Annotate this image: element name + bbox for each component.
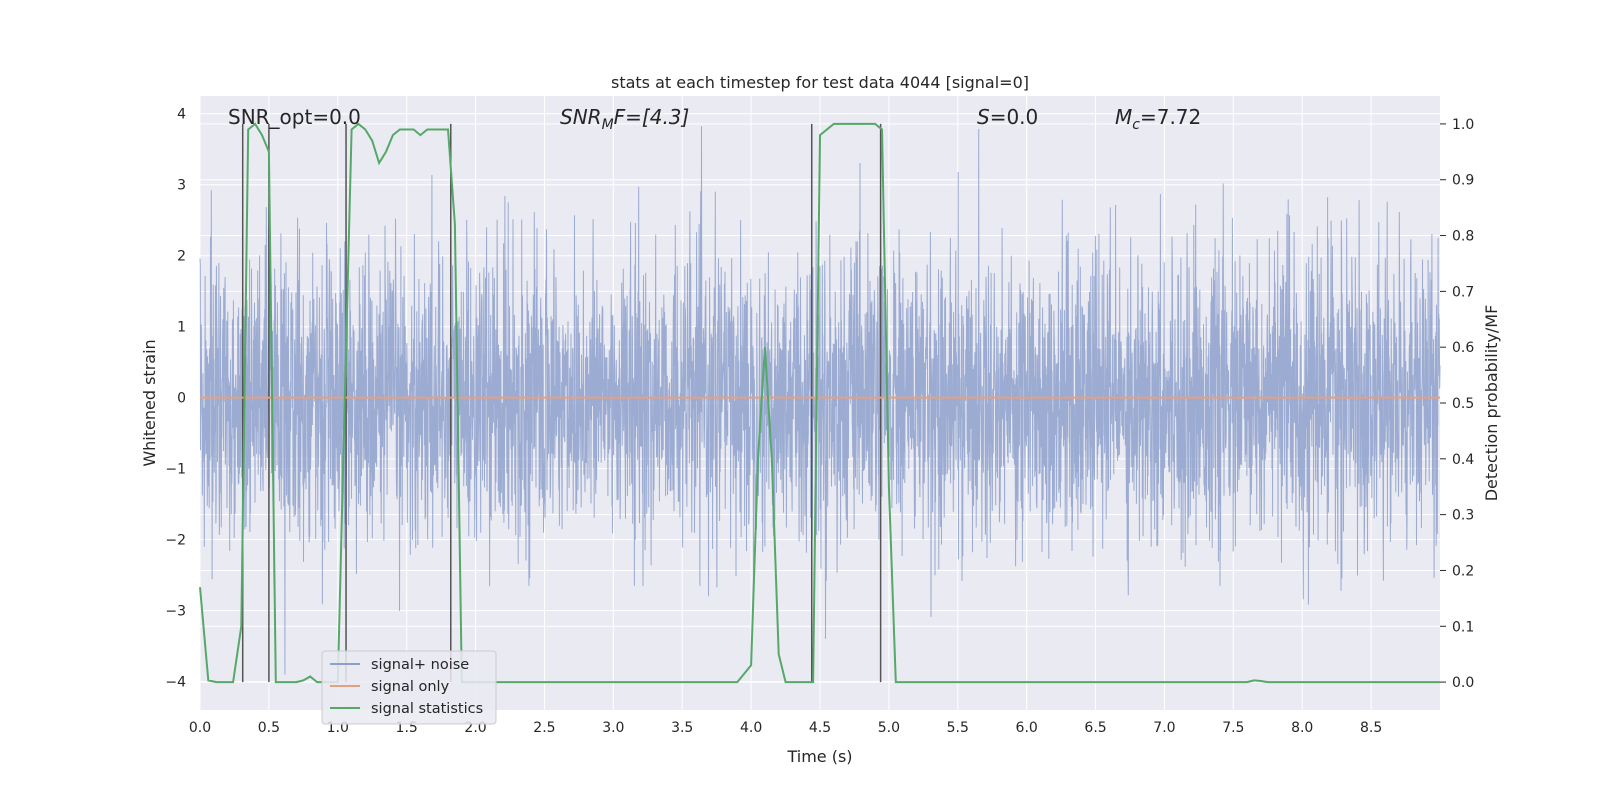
y-tick-label: −3 [165, 604, 186, 620]
legend-label-signal-statistics: signal statistics [371, 701, 483, 717]
y2-tick-label: 1.0 [1452, 117, 1474, 133]
annotation-snr-opt: SNR_opt=0.0 [228, 105, 361, 129]
annotation-snr-mf-tail: F=[4.3] [614, 105, 690, 129]
x-tick-label: 2.5 [533, 720, 555, 736]
x-tick-labels: 0.0 0.5 1.0 1.5 2.0 2.5 3.0 3.5 4.0 4.5 5.0 5.5 6.0 6… [189, 720, 1382, 736]
signal-noise-series [199, 126, 1441, 675]
y-tick-label: 4 [177, 107, 186, 123]
x-tick-label: 6.0 [1016, 720, 1038, 736]
x-tick-label: 3.5 [671, 720, 693, 736]
y-tick-label: 3 [177, 178, 186, 194]
x-tick-label: 8.0 [1291, 720, 1313, 736]
signal-statistics-series [199, 122, 1440, 684]
annotation-s-value: =0.0 [990, 105, 1039, 129]
y-tick-label: 1 [177, 320, 186, 336]
x-tick-label: 8.5 [1360, 720, 1382, 736]
annotation-snr-mf-base: SNR [560, 105, 602, 129]
annotation-mc: Mc=7.72 [1115, 105, 1201, 133]
x-tick-label: 4.5 [809, 720, 831, 736]
annotation-mc-base: M [1115, 105, 1132, 129]
y2-tick-label: 0.2 [1452, 563, 1474, 579]
x-tick-label: 7.0 [1153, 720, 1175, 736]
y-tick-label: 2 [177, 249, 186, 265]
y2-tick-label: 0.9 [1452, 173, 1474, 189]
x-axis-label: Time (s) [786, 747, 852, 766]
legend-box [321, 650, 497, 725]
annotation-snr-mf: SNRMF=[4.3] [560, 105, 689, 133]
signal-noise-line [199, 126, 1441, 675]
x-tick-label: 0.5 [258, 720, 280, 736]
y-tick-label: 0 [177, 391, 186, 407]
x-tick-label: 7.5 [1222, 720, 1244, 736]
x-tick-label: 0.0 [189, 720, 211, 736]
annotation-snr-mf-sub: M [602, 117, 614, 133]
legend-label-signal-noise: signal+ noise [371, 657, 469, 673]
annotation-mc-value: =7.72 [1140, 105, 1201, 129]
x-tick-label: 4.0 [740, 720, 762, 736]
legend-label-signal-only: signal only [371, 679, 450, 695]
annotation-mc-sub: c [1132, 117, 1140, 133]
x-tick-label: 3.0 [602, 720, 624, 736]
x-tick-label: 6.5 [1084, 720, 1106, 736]
y2-tick-label: 0.7 [1452, 284, 1474, 300]
y-tick-label: −4 [165, 675, 186, 691]
x-tick-label: 5.5 [947, 720, 969, 736]
chart-title: stats at each timestep for test data 404… [611, 73, 1029, 92]
annotation-s-label: S [977, 105, 990, 129]
y2-tick-label: 0.1 [1452, 619, 1474, 635]
y2-tick-label: 0.0 [1452, 675, 1474, 691]
y2-tick-labels: 1.0 0.9 0.8 0.7 0.6 0.5 0.4 0.3 0.2 0.1 0.0 [1440, 117, 1474, 691]
legend: signal+ noise signal only signal statist… [321, 650, 497, 725]
y-tick-labels: 4 3 2 1 0 −1 −2 −3 −4 [165, 107, 186, 691]
x-tick-label: 5.0 [878, 720, 900, 736]
annotation-s: S=0.0 [977, 105, 1038, 129]
signal-statistics-line [199, 122, 1440, 684]
y2-tick-label: 0.3 [1452, 508, 1474, 524]
y2-tick-label: 0.5 [1452, 396, 1474, 412]
y-axis-label: Whitened strain [140, 339, 159, 466]
y-tick-label: −1 [165, 462, 186, 478]
y2-axis-label: Detection probability/MF [1482, 305, 1501, 502]
y2-tick-label: 0.8 [1452, 229, 1474, 245]
y2-tick-label: 0.4 [1452, 452, 1474, 468]
y2-tick-label: 0.6 [1452, 340, 1474, 356]
y-tick-label: −2 [165, 533, 186, 549]
